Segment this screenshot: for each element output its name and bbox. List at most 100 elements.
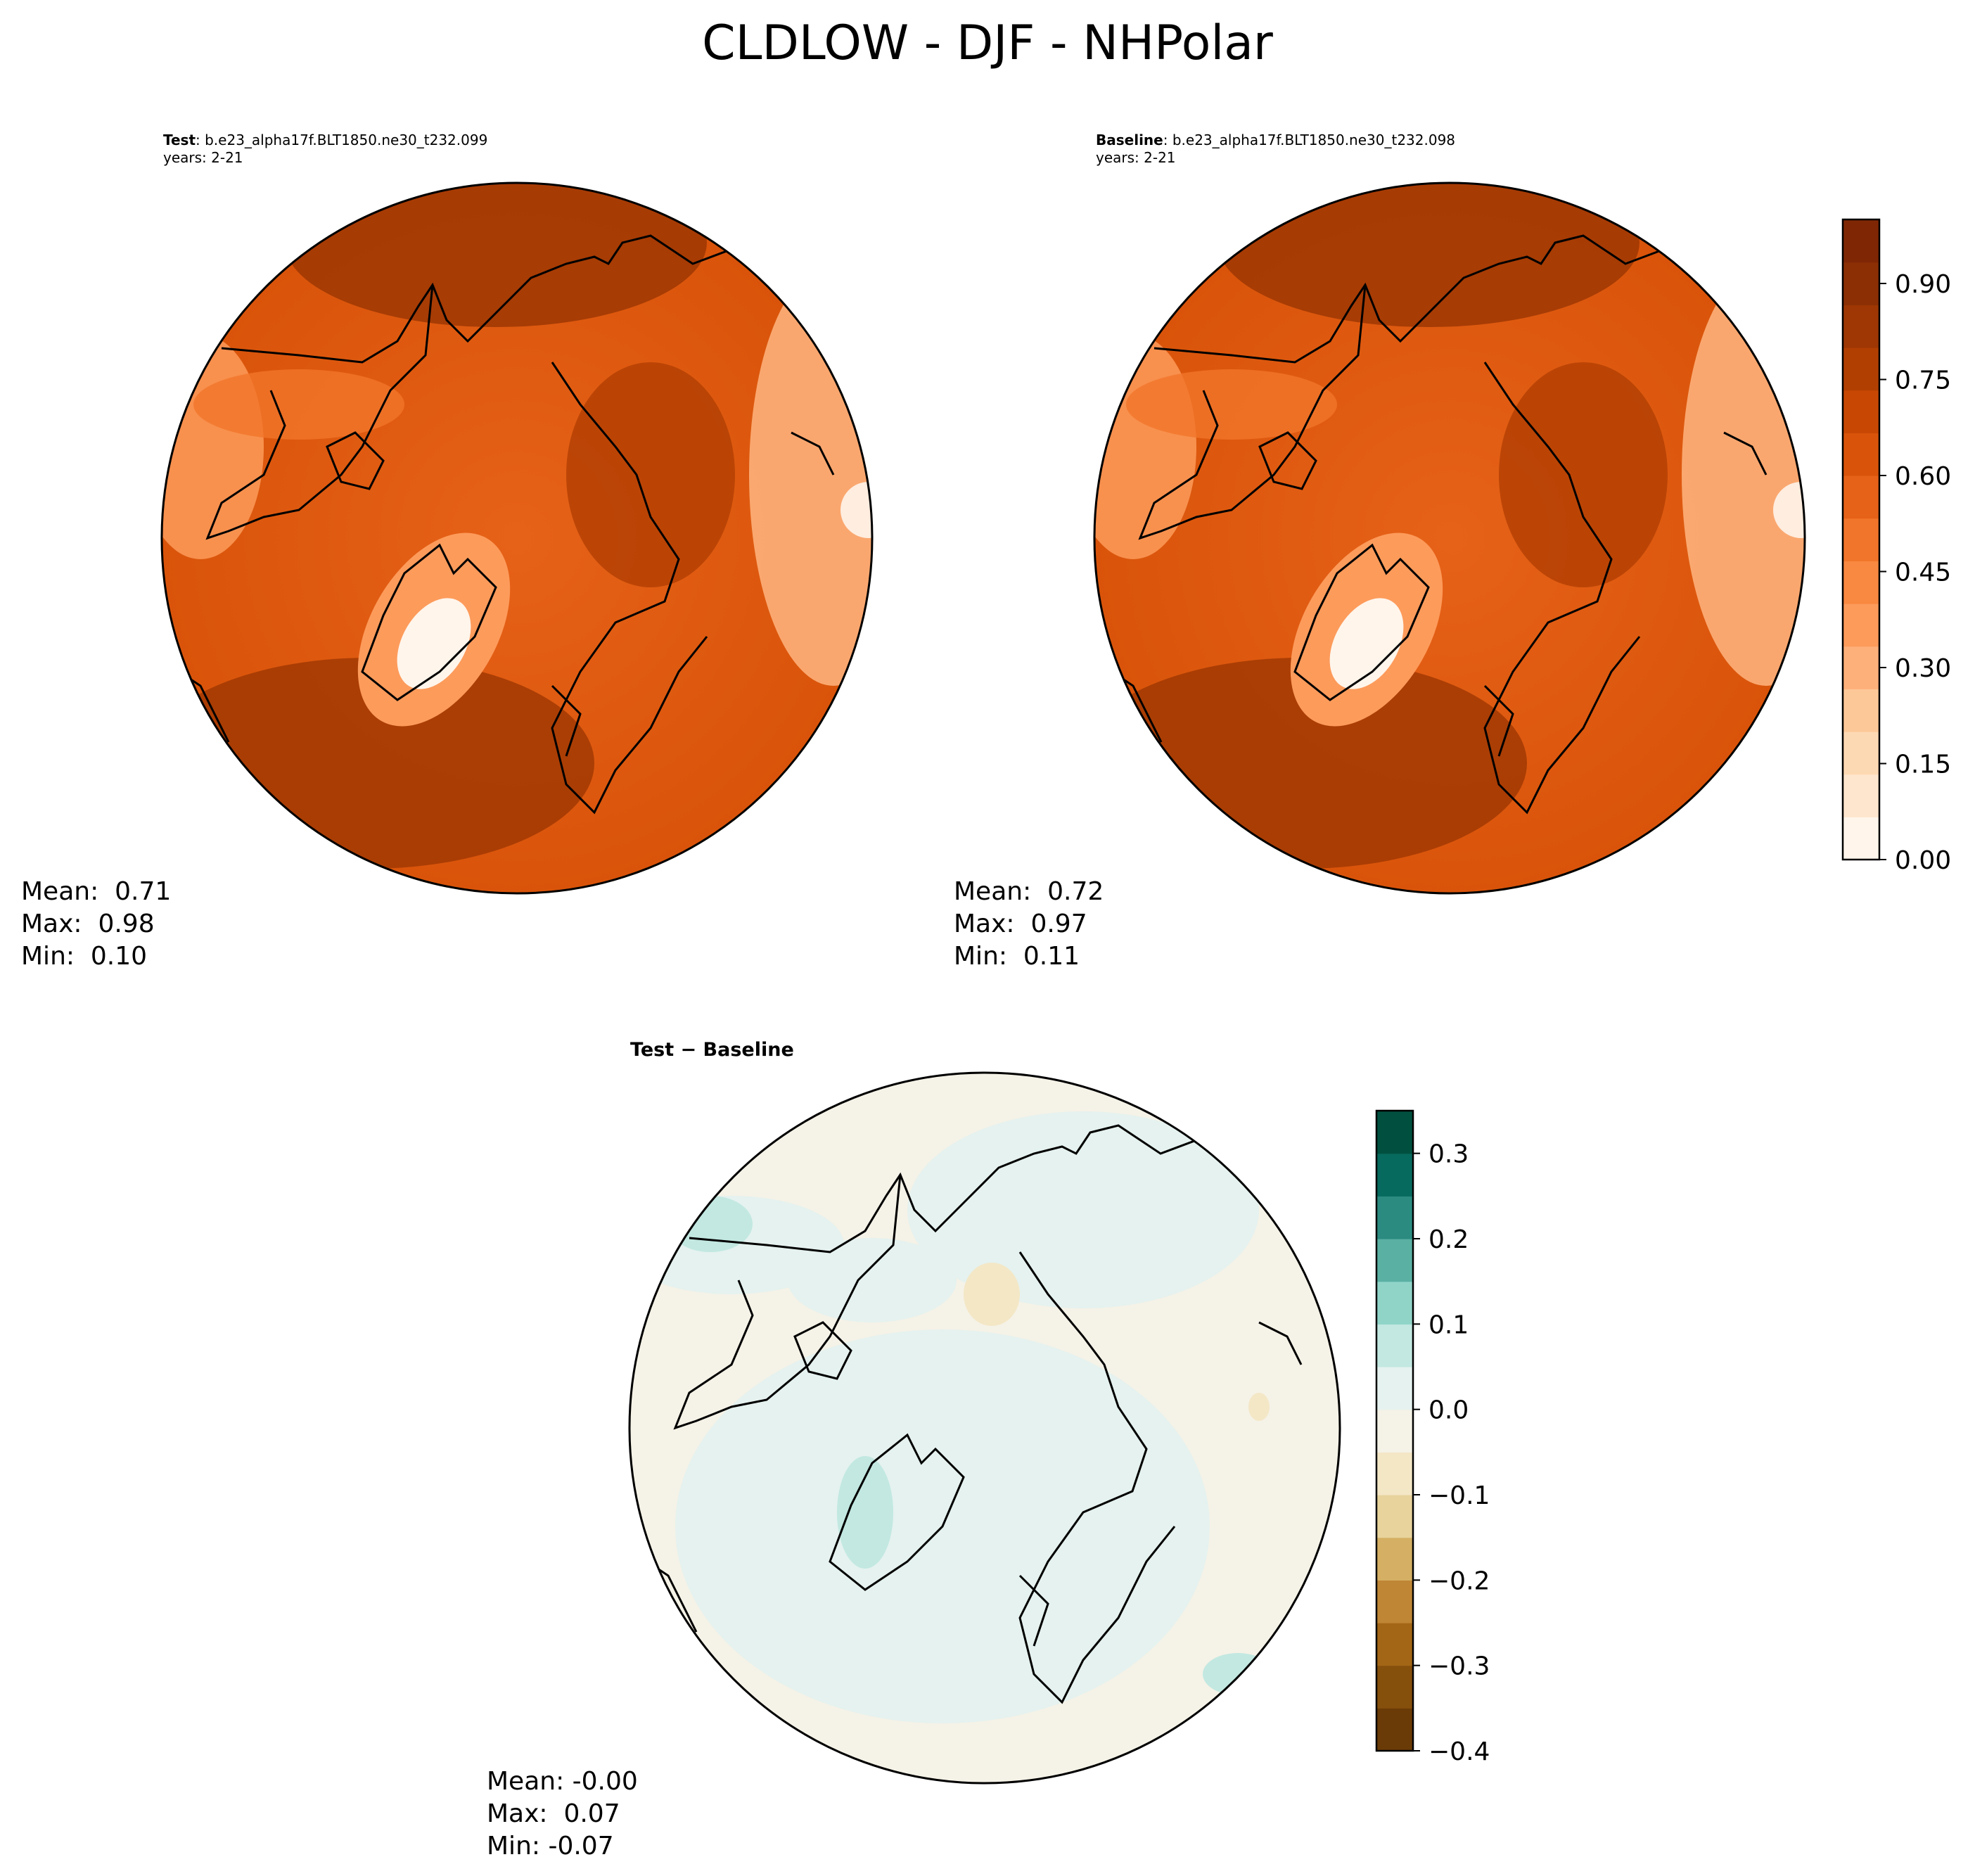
coastline: [1018, 1574, 1049, 1647]
diff-mean: Mean: -0.00: [487, 1767, 638, 1796]
coastline: [326, 431, 385, 490]
coastline: [1293, 543, 1430, 701]
field-colorbar: 0.00 0.15 0.30 0.45 0.60 0.75 0.90: [1841, 218, 1951, 875]
colorbar-segment: [1843, 774, 1879, 817]
colorbar-segment: [1376, 1367, 1413, 1410]
coastline: [221, 220, 778, 364]
colorbar-segment: [1376, 1239, 1413, 1282]
negative-diff-region: [964, 1263, 1020, 1326]
coastline: [1153, 220, 1711, 364]
test-min: Min: 0.10: [21, 942, 148, 971]
colorbar-segment: [1843, 732, 1879, 775]
colorbar-segment: [1376, 1495, 1413, 1538]
coastline: [1258, 1321, 1303, 1365]
coastline: [551, 684, 582, 757]
test-stats: Mean: 0.71 Max: 0.98 Min: 0.10: [21, 876, 171, 973]
coastline: [205, 284, 434, 540]
colorbar-segment: [1376, 1324, 1413, 1367]
colorbar-segment: [1376, 1708, 1413, 1751]
baseline-case-name: : b.e23_alpha17f.BLT1850.ne30_t232.098: [1163, 132, 1456, 148]
baseline-years: years: 2-21: [1096, 149, 1176, 166]
colorbar-segment: [1843, 219, 1879, 263]
baseline-max: Max: 0.97: [954, 910, 1087, 938]
colorbar-segment: [1843, 305, 1879, 348]
colorbar-segment: [1376, 1537, 1413, 1581]
colorbar-tick-label: 0.60: [1895, 462, 1951, 491]
colorbar-tick-label: 0.30: [1895, 654, 1951, 683]
positive-diff-region: [907, 1111, 1259, 1308]
test-panel-title: Test: b.e23_alpha17f.BLT1850.ne30_t232.0…: [163, 132, 487, 167]
colorbar-segment: [1376, 1196, 1413, 1239]
coastline: [551, 362, 708, 815]
coastline: [1723, 431, 1768, 476]
test-label: Test: [163, 132, 196, 148]
colorbar-segment: [1376, 1623, 1413, 1666]
diff-stats: Mean: -0.00 Max: 0.07 Min: -0.07: [487, 1766, 638, 1863]
colorbar-segment: [1376, 1580, 1413, 1623]
colorbar-segment: [1843, 518, 1879, 561]
colorbar-segment: [1843, 262, 1879, 305]
colorbar-tick-label: 0.0: [1428, 1396, 1469, 1425]
baseline-mean: Mean: 0.72: [954, 877, 1104, 906]
coastline: [361, 543, 497, 701]
colorbar-tick-label: −0.3: [1428, 1652, 1490, 1681]
greenland-low-cloud: [397, 598, 471, 689]
colorbar-segment: [1376, 1409, 1413, 1453]
colorbar-frame: [1841, 218, 1881, 861]
colorbar-tick-label: 0.15: [1895, 751, 1951, 779]
colorbar-segment: [1843, 390, 1879, 433]
colorbar-tick-label: 0.3: [1428, 1140, 1469, 1169]
test-mean: Mean: 0.71: [21, 877, 172, 906]
colorbar-tick-label: −0.2: [1428, 1566, 1490, 1595]
dark-cloud-region: [1499, 362, 1668, 587]
coastline: [793, 1321, 852, 1380]
baseline-polar-map: [1093, 181, 1806, 895]
colorbar-tick-label: −0.4: [1428, 1737, 1490, 1766]
coastline: [689, 1110, 1246, 1253]
baseline-panel-title: Baseline: b.e23_alpha17f.BLT1850.ne30_t2…: [1096, 132, 1455, 167]
light-cloud-region: [1126, 369, 1337, 440]
dark-cloud-region: [566, 362, 735, 587]
colorbar-tick-label: 0.00: [1895, 846, 1951, 875]
colorbar-segment: [1376, 1111, 1413, 1154]
positive-diff-region: [1203, 1653, 1273, 1695]
baseline-stats: Mean: 0.72 Max: 0.97 Min: 0.11: [954, 876, 1104, 973]
diff-max: Max: 0.07: [487, 1799, 620, 1828]
positive-diff-region: [837, 1456, 893, 1569]
baseline-min: Min: 0.11: [954, 942, 1080, 971]
colorbar-segment: [1843, 561, 1879, 604]
colorbar-segment: [1376, 1281, 1413, 1325]
colorbar-segment: [1843, 604, 1879, 647]
light-cloud-region: [1773, 482, 1805, 538]
colorbar-segment: [1843, 476, 1879, 519]
light-cloud-region: [841, 482, 872, 538]
coastline: [1258, 431, 1317, 490]
colorbar-tick-label: 0.2: [1428, 1225, 1469, 1254]
coastline: [1018, 1251, 1176, 1704]
test-max: Max: 0.98: [21, 910, 155, 938]
diff-polar-map: [628, 1071, 1341, 1785]
colorbar-tick-label: 0.75: [1895, 366, 1951, 395]
figure-title: CLDLOW - DJF - NHPolar: [702, 15, 1273, 71]
colorbar-segment: [1843, 347, 1879, 391]
colorbar-segment: [1843, 689, 1879, 732]
positive-diff-region: [788, 1238, 957, 1322]
greenland-low-cloud: [1329, 598, 1404, 689]
colorbar-tick-label: 0.1: [1428, 1310, 1469, 1339]
colorbar-segment: [1376, 1665, 1413, 1709]
coastline: [1483, 362, 1641, 815]
colorbar-segment: [1376, 1153, 1413, 1197]
negative-diff-region: [1248, 1393, 1270, 1421]
coastline: [791, 431, 835, 476]
colorbar-segment: [1376, 1452, 1413, 1495]
colorbar-segment: [1843, 817, 1879, 860]
colorbar-tick-label: −0.1: [1428, 1481, 1490, 1510]
colorbar-tick-label: 0.90: [1895, 270, 1951, 299]
coastline: [1138, 284, 1367, 540]
diff-panel-title: Test − Baseline: [630, 1039, 794, 1061]
diff-min: Min: -0.07: [487, 1832, 614, 1861]
test-case-name: : b.e23_alpha17f.BLT1850.ne30_t232.099: [196, 132, 488, 148]
colorbar-frame: [1375, 1109, 1414, 1752]
light-cloud-region: [193, 369, 404, 440]
test-polar-map: [160, 181, 874, 895]
